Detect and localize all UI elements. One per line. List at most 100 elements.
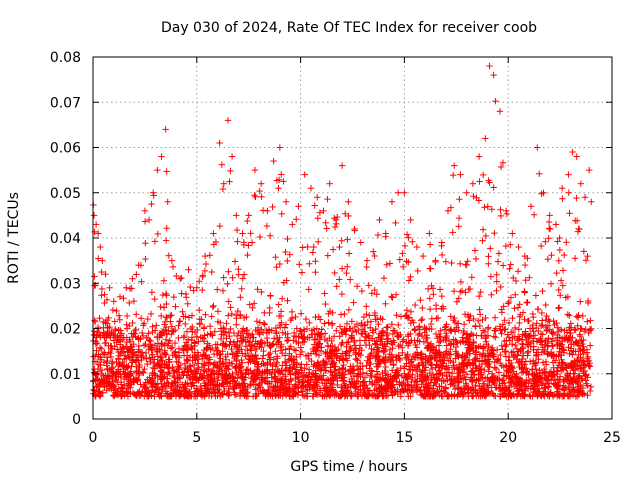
data-point xyxy=(141,207,149,215)
data-point xyxy=(225,298,232,305)
data-point xyxy=(401,242,409,250)
data-point xyxy=(490,184,497,191)
data-point xyxy=(419,315,426,323)
data-point xyxy=(413,344,421,351)
data-point xyxy=(272,363,279,370)
x-tick-label: 10 xyxy=(292,430,310,446)
data-point xyxy=(302,315,310,323)
data-point xyxy=(128,285,135,292)
data-point xyxy=(503,210,511,218)
data-point xyxy=(573,194,580,202)
data-point xyxy=(492,365,500,373)
data-point xyxy=(154,230,162,238)
data-point xyxy=(487,273,495,280)
data-point xyxy=(530,211,538,218)
data-point xyxy=(305,286,312,293)
data-point xyxy=(345,250,353,257)
data-point xyxy=(304,243,311,251)
data-point xyxy=(264,207,271,215)
data-point xyxy=(163,292,170,299)
data-point xyxy=(235,271,242,278)
data-point xyxy=(506,265,513,272)
data-point xyxy=(141,383,148,390)
data-point xyxy=(93,339,101,347)
data-point xyxy=(548,251,555,259)
data-point xyxy=(533,320,540,327)
data-point xyxy=(523,299,530,307)
data-point xyxy=(491,364,498,371)
data-point xyxy=(497,351,504,359)
data-point xyxy=(358,287,366,295)
data-point xyxy=(165,327,172,334)
data-point xyxy=(162,237,170,244)
data-point xyxy=(514,268,522,275)
data-point xyxy=(151,327,159,334)
data-point xyxy=(418,332,426,340)
data-point xyxy=(211,389,218,396)
data-point xyxy=(245,331,253,338)
data-point xyxy=(438,239,445,246)
data-point xyxy=(486,363,493,371)
data-point xyxy=(129,275,136,282)
data-point xyxy=(557,292,564,299)
data-point xyxy=(572,339,579,346)
data-point xyxy=(297,344,304,351)
data-point xyxy=(133,311,140,318)
data-point xyxy=(168,257,176,264)
data-point xyxy=(407,216,414,224)
data-point xyxy=(352,349,359,356)
data-point xyxy=(120,295,127,302)
data-point xyxy=(343,327,350,334)
data-point xyxy=(418,317,425,324)
data-point xyxy=(187,325,195,333)
data-point xyxy=(142,349,150,357)
data-point xyxy=(235,266,242,273)
data-point xyxy=(256,187,263,195)
data-point xyxy=(270,157,277,165)
data-point xyxy=(272,253,279,261)
data-point xyxy=(299,244,306,251)
data-point xyxy=(256,233,264,241)
data-point xyxy=(227,167,234,175)
data-point xyxy=(436,286,444,293)
data-point xyxy=(383,261,391,268)
data-point xyxy=(526,392,533,399)
data-point xyxy=(234,374,241,381)
data-point xyxy=(169,263,177,271)
data-point xyxy=(509,348,517,355)
data-point xyxy=(475,292,483,300)
data-point xyxy=(183,339,190,346)
data-point xyxy=(239,275,247,282)
data-point xyxy=(135,335,142,342)
data-point xyxy=(530,335,537,342)
data-point xyxy=(233,321,240,328)
data-point xyxy=(242,343,250,350)
data-point xyxy=(472,322,479,330)
x-tick-label: 20 xyxy=(499,430,517,446)
data-point xyxy=(172,353,180,361)
data-point xyxy=(542,358,550,365)
data-point xyxy=(350,299,357,306)
data-point xyxy=(193,284,200,291)
data-point xyxy=(426,230,433,237)
data-point xyxy=(363,303,370,310)
data-point xyxy=(571,326,578,333)
data-point xyxy=(168,344,176,351)
data-point xyxy=(282,198,290,205)
data-point xyxy=(146,337,154,345)
data-point xyxy=(374,231,382,239)
data-point xyxy=(556,348,563,355)
data-point xyxy=(219,360,227,367)
data-point xyxy=(379,329,387,336)
data-point xyxy=(167,318,174,325)
data-point xyxy=(257,180,265,187)
data-point xyxy=(588,325,595,333)
data-point xyxy=(347,370,354,378)
data-point xyxy=(508,340,516,348)
data-point xyxy=(351,225,358,233)
data-point xyxy=(185,266,192,273)
data-point xyxy=(306,319,313,327)
data-point xyxy=(199,273,206,280)
data-point xyxy=(527,343,534,351)
data-point xyxy=(487,245,494,252)
